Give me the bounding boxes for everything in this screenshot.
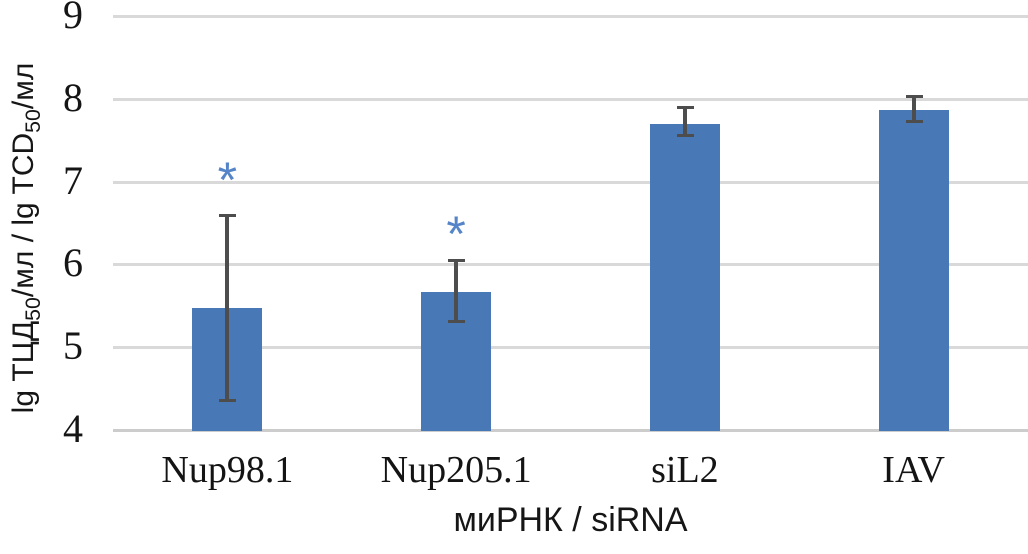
y-tick-label: 5 <box>63 322 83 368</box>
x-tick-label: siL2 <box>651 449 719 491</box>
gridline <box>113 15 1028 18</box>
y-tick-label: 8 <box>63 74 83 120</box>
y-tick-label: 9 <box>63 0 83 37</box>
bar-iav <box>878 109 949 431</box>
error-bar-line <box>911 96 916 122</box>
error-bar-bottom-cap <box>448 320 466 324</box>
error-bar-line <box>682 107 687 137</box>
significance-asterisk: * <box>446 206 466 263</box>
y-tick-label: 7 <box>63 157 83 203</box>
x-axis-title: миРНК / siRNA <box>453 501 688 539</box>
x-axis-line <box>113 429 1028 432</box>
error-bar-top-cap <box>219 213 237 217</box>
bar-sil2 <box>649 123 720 431</box>
gridline <box>113 263 1028 267</box>
gridline <box>113 180 1028 184</box>
y-tick-label: 6 <box>63 240 83 286</box>
significance-asterisk: * <box>217 152 238 209</box>
x-tick-label: Nup98.1 <box>161 449 294 491</box>
error-bar-bottom-cap <box>219 399 237 403</box>
gridline <box>113 346 1028 350</box>
error-bar-line <box>225 214 230 402</box>
error-bar-bottom-cap <box>905 119 923 123</box>
y-axis-title-subscript: 50 <box>21 297 45 321</box>
y-tick-label: 4 <box>63 405 83 451</box>
error-bar-line <box>454 260 459 323</box>
gridline <box>113 97 1028 101</box>
error-bar-top-cap <box>905 95 923 99</box>
x-tick-label: Nup205.1 <box>380 449 532 491</box>
error-bar-bottom-cap <box>676 134 694 138</box>
error-bar-top-cap <box>676 106 694 110</box>
error-bar-top-cap <box>448 259 466 263</box>
x-tick-label: IAV <box>882 449 945 491</box>
